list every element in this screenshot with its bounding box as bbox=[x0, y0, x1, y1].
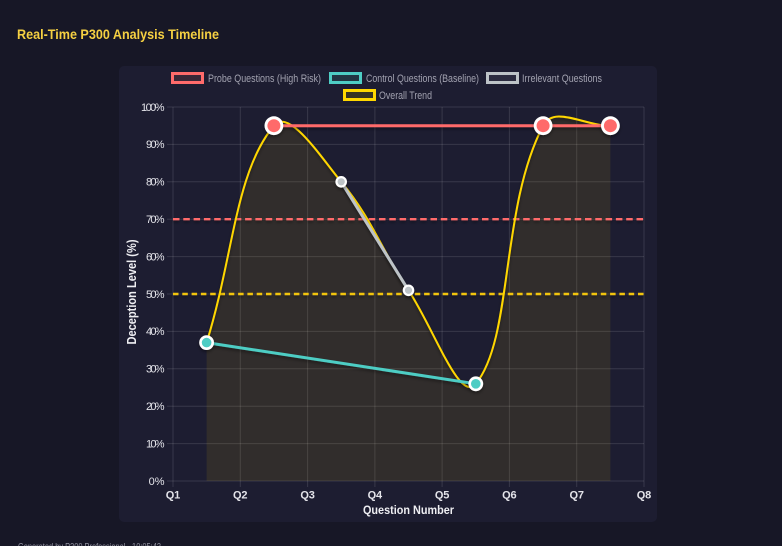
svg-text:Q5: Q5 bbox=[435, 490, 450, 502]
svg-text:Probe Questions (High Risk): Probe Questions (High Risk) bbox=[208, 73, 321, 85]
svg-text:Deception Level (%): Deception Level (%) bbox=[125, 240, 139, 345]
svg-text:Q2: Q2 bbox=[233, 490, 248, 502]
svg-text:70%: 70% bbox=[146, 214, 165, 226]
svg-text:0%: 0% bbox=[149, 476, 165, 488]
svg-text:40%: 40% bbox=[146, 326, 165, 338]
svg-text:90%: 90% bbox=[146, 139, 165, 151]
svg-text:Overall Trend: Overall Trend bbox=[379, 90, 432, 102]
svg-text:Q3: Q3 bbox=[300, 490, 315, 502]
svg-text:30%: 30% bbox=[146, 364, 165, 376]
svg-text:100%: 100% bbox=[141, 102, 165, 114]
svg-text:80%: 80% bbox=[146, 177, 165, 189]
svg-text:Q1: Q1 bbox=[166, 490, 181, 502]
svg-text:Real-Time P300 Analysis Timeli: Real-Time P300 Analysis Timeline bbox=[17, 26, 219, 42]
svg-text:Irrelevant Questions: Irrelevant Questions bbox=[522, 73, 602, 85]
svg-text:Control Questions (Baseline): Control Questions (Baseline) bbox=[366, 73, 479, 85]
svg-text:20%: 20% bbox=[146, 401, 165, 413]
svg-text:Generated by P300 Professional: Generated by P300 Professional - 10:05:4… bbox=[18, 542, 161, 546]
svg-text:Question Number: Question Number bbox=[363, 503, 454, 517]
svg-text:Q8: Q8 bbox=[637, 490, 652, 502]
svg-text:10%: 10% bbox=[146, 438, 165, 450]
svg-text:Q7: Q7 bbox=[569, 490, 584, 502]
svg-text:50%: 50% bbox=[146, 289, 165, 301]
svg-text:Q4: Q4 bbox=[368, 490, 383, 502]
svg-text:Q6: Q6 bbox=[502, 490, 517, 502]
svg-text:60%: 60% bbox=[146, 251, 165, 263]
